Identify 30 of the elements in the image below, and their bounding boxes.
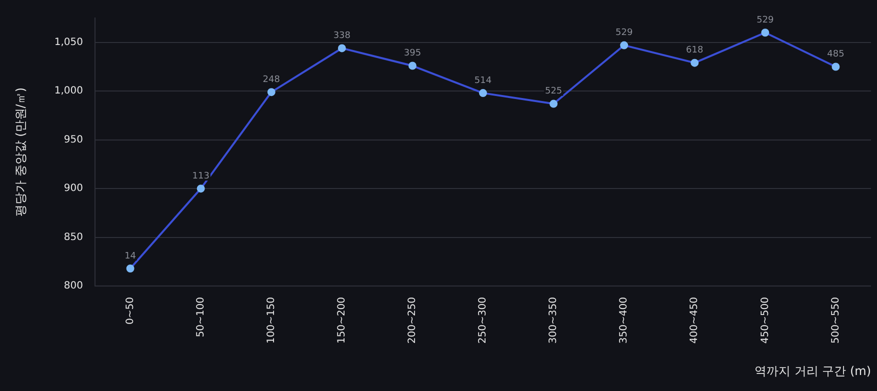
- y-tick-label: 800: [64, 280, 84, 292]
- annotation: 395: [404, 48, 422, 59]
- x-tick-label: 0~50: [124, 297, 136, 325]
- y-tick-label: 900: [64, 183, 84, 194]
- x-tick-label: 300~350: [548, 297, 560, 344]
- x-axis-title: 역까지 거리 구간 (m): [754, 364, 871, 378]
- y-tick-label: 850: [64, 232, 84, 243]
- y-axis-title: 평당가 중앙값 (만원/㎡): [13, 88, 28, 217]
- annotation: 514: [474, 76, 492, 86]
- x-tick-label: 450~500: [760, 297, 771, 344]
- annotation: 113: [192, 171, 210, 182]
- x-tick-label: 500~550: [830, 297, 842, 344]
- x-tick-label: 400~450: [689, 297, 700, 344]
- x-tick-label: 150~200: [336, 297, 348, 344]
- x-tick-label: 50~100: [195, 297, 206, 338]
- y-tick-label: 950: [64, 134, 84, 146]
- y-tick-label: 1,050: [54, 36, 84, 48]
- annotation: 248: [262, 74, 280, 85]
- x-tick-label: 350~400: [618, 297, 630, 344]
- x-tick-label: 100~150: [266, 297, 277, 344]
- annotation: 525: [544, 86, 562, 97]
- annotation: 529: [756, 15, 774, 26]
- y-tick-label: 1,000: [54, 86, 84, 97]
- annotation: 338: [333, 31, 351, 42]
- annotation: 618: [686, 46, 704, 56]
- annotation: 14: [124, 251, 136, 262]
- annotation: 529: [616, 28, 633, 38]
- annotation: 485: [827, 50, 844, 60]
- x-tick-label: 250~300: [478, 297, 489, 344]
- x-tick-label: 200~250: [407, 297, 418, 344]
